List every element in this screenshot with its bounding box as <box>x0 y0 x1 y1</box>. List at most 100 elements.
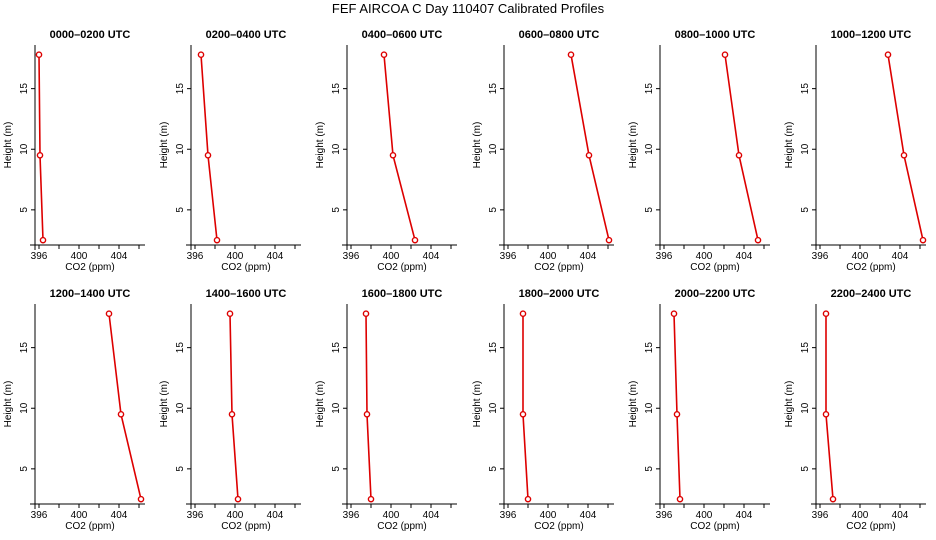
data-point <box>35 51 43 58</box>
profile-panel: 1600–1800 UTC 396 400 404 5 10 15 CO2 (ppm) Heig… <box>315 288 457 532</box>
x-tick-label: 396 <box>656 510 673 521</box>
data-point <box>367 495 375 503</box>
panel-title: 1800–2000 UTC <box>519 288 600 300</box>
y-tick-label: 5 <box>19 207 30 213</box>
panel-title: 0200–0400 UTC <box>206 29 287 41</box>
data-point <box>226 310 234 317</box>
y-tick-label: 15 <box>19 83 30 95</box>
x-tick-label: 404 <box>892 510 909 521</box>
x-tick-label: 404 <box>111 251 128 262</box>
y-axis-label: Height (m) <box>628 381 639 428</box>
profile-panel: 2200–2400 UTC 396 400 404 5 10 15 CO2 (ppm) Heig… <box>784 288 926 532</box>
series-line <box>365 313 372 500</box>
x-tick-label: 400 <box>71 510 88 521</box>
x-tick-label: 400 <box>540 251 557 262</box>
panel-title: 1200–1400 UTC <box>50 288 131 300</box>
data-point <box>228 411 236 418</box>
data-point <box>567 51 575 58</box>
data-point <box>673 411 681 418</box>
y-tick-label: 15 <box>488 83 499 95</box>
series-line <box>570 54 610 241</box>
series-line <box>673 313 681 500</box>
y-tick-label: 10 <box>644 143 655 155</box>
y-axis-label: Height (m) <box>315 381 326 428</box>
data-point <box>204 152 212 159</box>
x-tick-label: 400 <box>852 510 869 521</box>
x-tick-label: 404 <box>111 510 128 521</box>
data-point <box>36 152 44 159</box>
y-axis-label: Height (m) <box>3 122 14 169</box>
y-tick-label: 15 <box>331 342 342 354</box>
x-tick-label: 396 <box>343 510 360 521</box>
y-tick-label: 15 <box>331 83 342 95</box>
y-tick-label: 15 <box>175 342 186 354</box>
profile-panel: 0200–0400 UTC 396 400 404 5 10 15 CO2 (ppm) Heig… <box>159 29 301 273</box>
x-tick-label: 396 <box>812 251 829 262</box>
x-axis-label: CO2 (ppm) <box>534 521 583 532</box>
figure-title: FEF AIRCOA C Day 110407 Calibrated Profi… <box>331 1 605 16</box>
data-point <box>105 310 113 317</box>
profile-panel: 1000–1200 UTC 396 400 404 5 10 15 CO2 (ppm) Heig… <box>784 29 927 273</box>
y-tick-label: 5 <box>175 207 186 213</box>
y-tick-label: 5 <box>644 207 655 213</box>
y-tick-label: 10 <box>175 402 186 414</box>
y-tick-label: 10 <box>644 402 655 414</box>
series-line <box>383 54 416 241</box>
x-tick-label: 400 <box>540 510 557 521</box>
x-tick-label: 396 <box>812 510 829 521</box>
x-tick-label: 404 <box>423 251 440 262</box>
y-axis-label: Height (m) <box>159 381 170 428</box>
data-point <box>519 310 527 317</box>
y-tick-label: 5 <box>644 466 655 472</box>
x-tick-label: 396 <box>500 251 517 262</box>
y-tick-label: 5 <box>800 207 811 213</box>
series-line <box>724 54 759 241</box>
x-tick-label: 404 <box>267 251 284 262</box>
x-axis-label: CO2 (ppm) <box>377 262 426 273</box>
series-line <box>108 313 142 500</box>
y-tick-label: 10 <box>488 143 499 155</box>
data-point <box>822 310 830 317</box>
x-tick-label: 404 <box>892 251 909 262</box>
y-tick-label: 5 <box>800 466 811 472</box>
x-tick-label: 396 <box>343 251 360 262</box>
x-axis-label: CO2 (ppm) <box>846 262 895 273</box>
x-tick-label: 404 <box>736 510 753 521</box>
y-tick-label: 15 <box>19 342 30 354</box>
profile-panel: 0400–0600 UTC 396 400 404 5 10 15 CO2 (ppm) Heig… <box>315 29 457 273</box>
panel-title: 1600–1800 UTC <box>362 288 443 300</box>
y-axis-label: Height (m) <box>472 122 483 169</box>
data-point <box>735 152 743 159</box>
x-axis-label: CO2 (ppm) <box>221 262 270 273</box>
data-point <box>362 310 370 317</box>
y-tick-label: 5 <box>331 466 342 472</box>
data-point <box>197 51 205 58</box>
x-tick-label: 400 <box>71 251 88 262</box>
profile-panel: 0600–0800 UTC 396 400 404 5 10 15 CO2 (ppm) Heig… <box>472 29 614 273</box>
series-line <box>200 54 218 241</box>
data-point <box>117 411 125 418</box>
series-line <box>887 54 924 241</box>
series-line <box>825 313 834 500</box>
series-line <box>229 313 239 500</box>
x-tick-label: 400 <box>696 251 713 262</box>
profile-panel: 1200–1400 UTC 396 400 404 5 10 15 CO2 (ppm) Heig… <box>3 288 145 532</box>
panel-title: 1000–1200 UTC <box>831 29 912 41</box>
x-tick-label: 404 <box>423 510 440 521</box>
x-tick-label: 396 <box>500 510 517 521</box>
y-axis-label: Height (m) <box>784 122 795 169</box>
panel-title: 0400–0600 UTC <box>362 29 443 41</box>
y-tick-label: 5 <box>331 207 342 213</box>
x-tick-label: 400 <box>227 251 244 262</box>
x-tick-label: 400 <box>852 251 869 262</box>
y-tick-label: 15 <box>644 342 655 354</box>
data-point <box>919 236 927 244</box>
x-axis-label: CO2 (ppm) <box>65 262 114 273</box>
y-tick-label: 5 <box>488 466 499 472</box>
y-tick-label: 15 <box>800 342 811 354</box>
data-point <box>524 495 532 503</box>
series-line <box>522 313 529 500</box>
panel-title: 0000–0200 UTC <box>50 29 131 41</box>
y-tick-label: 10 <box>488 402 499 414</box>
x-tick-label: 400 <box>227 510 244 521</box>
